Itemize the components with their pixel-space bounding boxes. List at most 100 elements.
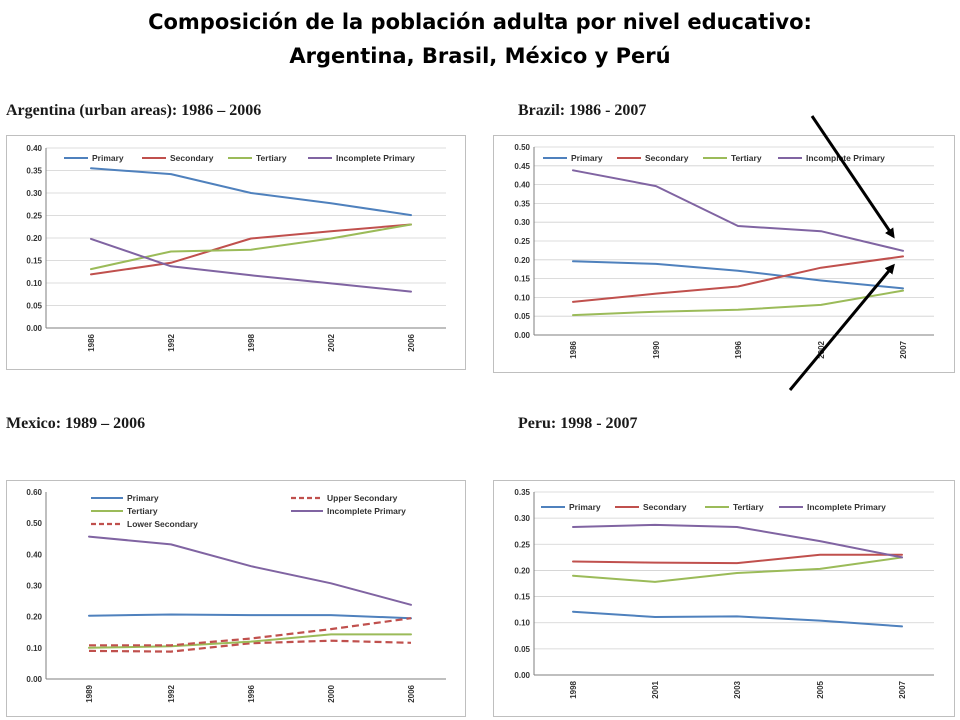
y-tick-label: 0.30 [26, 582, 42, 591]
series-line-lower-secondary [89, 617, 412, 647]
series-line-incomplete-primary [572, 169, 904, 252]
legend-label: Incomplete Primary [807, 502, 886, 512]
legend-label: Tertiary [256, 153, 287, 163]
x-tick-label: 1986 [569, 340, 578, 358]
series-line-tertiary [572, 289, 904, 317]
x-tick-label: 1996 [247, 684, 256, 702]
y-tick-label: 0.45 [514, 162, 530, 171]
legend-label: Tertiary [127, 506, 158, 516]
series-line-secondary [572, 255, 904, 303]
mexico-panel-title: Mexico: 1989 – 2006 [6, 415, 146, 432]
y-tick-label: 0.25 [26, 212, 42, 221]
legend-label: Tertiary [731, 153, 762, 163]
x-tick-label: 2002 [327, 333, 336, 351]
y-tick-label: 0.20 [514, 256, 530, 265]
x-tick-label: 2000 [327, 684, 336, 702]
x-tick-label: 1998 [247, 333, 256, 351]
y-tick-label: 0.00 [514, 671, 530, 680]
y-tick-label: 0.40 [514, 181, 530, 190]
x-tick-label: 1990 [652, 340, 661, 358]
x-tick-label: 2007 [899, 340, 908, 358]
series-line-primary [572, 260, 904, 290]
y-tick-label: 0.40 [26, 550, 42, 559]
legend-label: Primary [92, 153, 124, 163]
x-tick-label: 2007 [898, 680, 907, 698]
series-line-primary [88, 613, 412, 620]
x-tick-label: 2005 [816, 680, 825, 698]
y-tick-label: 0.30 [514, 514, 530, 523]
y-tick-label: 0.60 [26, 488, 42, 497]
argentina-chart: 0.00 0.05 0.10 0.15 0.20 0.25 0.30 0.35 0.40 1986… [6, 135, 466, 370]
series-line-secondary [90, 223, 412, 276]
y-tick-label: 0.30 [26, 189, 42, 198]
series-line-incomplete-primary [572, 523, 903, 559]
series-line-upper-secondary [88, 639, 412, 653]
legend-label: Incomplete Primary [327, 506, 406, 516]
series-line-primary [572, 610, 903, 628]
y-tick-label: 0.50 [26, 519, 42, 528]
y-tick-label: 0.35 [26, 167, 42, 176]
legend-label: Incomplete Primary [336, 153, 415, 163]
legend-label: Secondary [170, 153, 214, 163]
y-tick-label: 0.10 [514, 293, 530, 302]
peru-panel-title: Peru: 1998 - 2007 [518, 415, 638, 432]
y-tick-label: 0.00 [26, 675, 42, 684]
argentina-panel-title: Argentina (urban areas): 1986 – 2006 [6, 102, 262, 119]
main-title-line-2: Argentina, Brasil, México y Perú [289, 44, 671, 68]
y-tick-label: 0.20 [514, 566, 530, 575]
y-tick-label: 0.05 [26, 302, 42, 311]
arrow-up [788, 263, 895, 391]
chart-frame [6, 135, 466, 370]
mexico-chart: 0.00 0.10 0.20 0.30 0.40 0.50 0.60 1989 1992 1996… [6, 480, 466, 717]
legend-label: Primary [127, 493, 159, 503]
y-tick-label: 0.10 [26, 279, 42, 288]
legend-label: Tertiary [733, 502, 764, 512]
y-tick-label: 0.05 [514, 645, 530, 654]
x-tick-label: 1998 [569, 680, 578, 698]
y-tick-label: 0.10 [26, 644, 42, 653]
y-tick-label: 0.05 [514, 312, 530, 321]
x-tick-label: 1992 [167, 684, 176, 702]
x-tick-label: 2003 [733, 680, 742, 698]
series-line-primary [90, 167, 412, 217]
x-tick-label: 2006 [407, 333, 416, 351]
legend-label: Lower Secondary [127, 519, 198, 529]
y-tick-label: 0.00 [26, 324, 42, 333]
y-tick-label: 0.30 [514, 218, 530, 227]
y-tick-label: 0.10 [514, 619, 530, 628]
brazil-chart: 0.00 0.05 0.10 0.15 0.20 0.25 0.30 0.35 0.40 0.45… [493, 135, 955, 373]
y-tick-label: 0.35 [514, 199, 530, 208]
series-line-incomplete-primary [88, 535, 412, 606]
chart-frame [493, 135, 955, 373]
y-tick-label: 0.20 [26, 613, 42, 622]
x-tick-label: 1989 [85, 684, 94, 702]
legend-label: Primary [569, 502, 601, 512]
legend-label: Primary [571, 153, 603, 163]
x-tick-label: 2006 [407, 684, 416, 702]
y-tick-label: 0.25 [514, 540, 530, 549]
y-tick-label: 0.15 [26, 257, 42, 266]
y-tick-label: 0.25 [514, 237, 530, 246]
series-line-tertiary [572, 556, 903, 583]
series-line-incomplete-primary [90, 237, 412, 293]
y-tick-label: 0.15 [514, 593, 530, 602]
series-line-secondary [572, 553, 903, 565]
x-tick-label: 1986 [87, 333, 96, 351]
x-tick-label: 1992 [167, 333, 176, 351]
y-tick-label: 0.40 [26, 144, 42, 153]
y-tick-label: 0.50 [514, 143, 530, 152]
legend-label: Upper Secondary [327, 493, 398, 503]
legend-label: Secondary [643, 502, 687, 512]
x-tick-label: 2002 [817, 340, 826, 358]
brazil-panel-title: Brazil: 1986 - 2007 [518, 102, 647, 119]
main-title-line-1: Composición de la población adulta por n… [148, 10, 812, 34]
x-tick-label: 2001 [651, 680, 660, 698]
x-tick-label: 1996 [734, 340, 743, 358]
legend-label: Incomplete Primary [806, 153, 885, 163]
y-tick-label: 0.20 [26, 234, 42, 243]
chart-frame [493, 480, 955, 717]
legend-label: Secondary [645, 153, 689, 163]
y-tick-label: 0.15 [514, 275, 530, 284]
arrow-down [810, 115, 895, 239]
